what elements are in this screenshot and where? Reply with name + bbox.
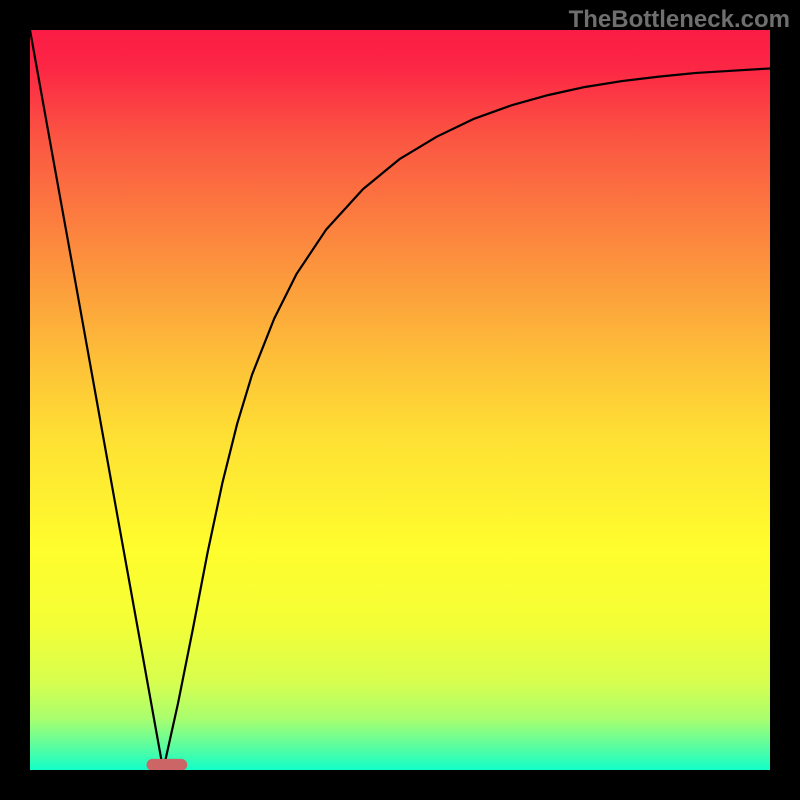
plot-background [30,30,770,770]
frame-right [770,0,800,800]
watermark-text: TheBottleneck.com [569,6,790,34]
chart-svg [0,0,800,800]
bottleneck-chart: TheBottleneck.com [0,0,800,800]
marker-bar [147,759,188,771]
frame-left [0,0,30,800]
frame-bottom [0,770,800,800]
